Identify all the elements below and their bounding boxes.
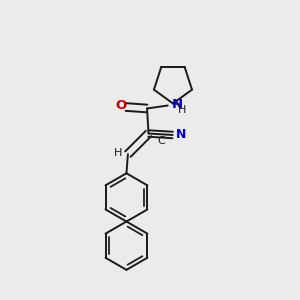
Text: N: N [172, 98, 183, 111]
Text: C: C [157, 136, 165, 146]
Text: O: O [116, 99, 127, 112]
Text: H: H [178, 105, 186, 115]
Text: N: N [176, 128, 187, 142]
Text: H: H [114, 148, 123, 158]
